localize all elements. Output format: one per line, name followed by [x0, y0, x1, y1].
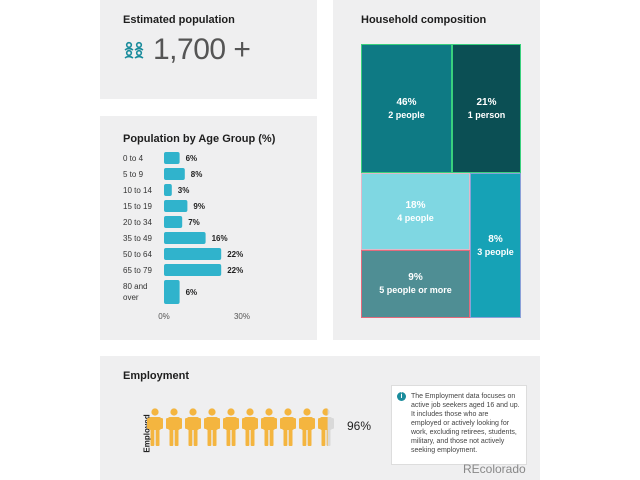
treemap-tile: 9% 5 people or more — [361, 250, 470, 318]
employment-pictogram — [147, 408, 334, 446]
treemap-tile-percent: 21% — [476, 96, 497, 108]
treemap-tile-percent: 9% — [408, 272, 423, 283]
treemap-tile-label: 4 people — [397, 212, 434, 223]
age-bar-chart: 0 to 4 6% 5 to 9 8% 10 to 14 3% 15 to 19 9% 20 t… — [123, 152, 250, 321]
age-category-label: 0 to 4 — [123, 154, 144, 163]
age-chart-card: Population by Age Group (%) 0 to 4 6% 5 to… — [100, 116, 317, 340]
age-value-label: 3% — [178, 186, 190, 195]
treemap-tile: 46% 2 people — [361, 44, 452, 173]
treemap-tile: 8% 3 people — [470, 173, 521, 318]
age-chart-title: Population by Age Group (%) — [123, 133, 276, 145]
employment-value: 96% — [347, 419, 372, 433]
age-bar — [164, 280, 180, 304]
age-category-label: over — [123, 293, 139, 302]
age-bar — [164, 232, 206, 244]
age-value-label: 22% — [227, 250, 243, 259]
employment-note-text: The Employment data focuses on active jo… — [411, 393, 520, 454]
age-category-label: 5 to 9 — [123, 170, 144, 179]
treemap-tile-percent: 18% — [405, 199, 426, 211]
age-value-label: 9% — [193, 202, 205, 211]
age-category-label: 50 to 64 — [123, 250, 152, 259]
person-icon — [185, 408, 201, 446]
age-category-label: 15 to 19 — [123, 202, 152, 211]
population-title: Estimated population — [123, 14, 235, 26]
treemap-tile-label: 5 people or more — [379, 285, 452, 295]
age-value-label: 16% — [212, 234, 228, 243]
person-icon — [280, 408, 296, 446]
person-icon — [299, 408, 315, 446]
age-bar — [164, 216, 183, 228]
employment-card: Employment Employed 96% i The Employment… — [100, 356, 540, 480]
age-category-label: 35 to 49 — [123, 234, 152, 243]
household-treemap: 46% 2 people 21% 1 person 18% 4 people 8% 3 peo… — [361, 44, 521, 318]
age-value-label: 22% — [227, 266, 243, 275]
age-x-tick: 30% — [234, 312, 250, 321]
population-value: 1,700 + — [153, 33, 251, 66]
person-icon — [147, 408, 163, 446]
age-bar — [164, 248, 222, 260]
person-icon — [242, 408, 258, 446]
age-value-label: 7% — [188, 218, 200, 227]
person-icon — [318, 408, 334, 446]
employment-note: i The Employment data focuses on active … — [391, 385, 527, 465]
household-card: Household composition 46% 2 people 21% 1 pe… — [333, 0, 540, 340]
treemap-tile-label: 1 person — [467, 109, 506, 120]
person-icon — [261, 408, 277, 446]
person-icon — [223, 408, 239, 446]
age-category-label: 20 to 34 — [123, 218, 152, 227]
population-card: Estimated population 1,700 + — [100, 0, 317, 99]
age-value-label: 6% — [186, 288, 198, 297]
info-icon: i — [397, 392, 406, 401]
age-bar — [164, 200, 188, 212]
age-bar — [164, 264, 222, 276]
watermark: REcolorado — [463, 462, 526, 476]
age-bar — [164, 168, 185, 180]
person-icon — [204, 408, 220, 446]
treemap-tile-label: 2 people — [388, 109, 425, 120]
household-title: Household composition — [361, 14, 487, 26]
treemap-tile-label: 3 people — [477, 246, 514, 257]
age-value-label: 6% — [186, 154, 198, 163]
people-group-icon — [124, 41, 144, 59]
age-x-tick: 0% — [158, 312, 170, 321]
person-icon — [166, 408, 182, 446]
age-category-label: 80 and — [123, 282, 147, 291]
age-category-label: 10 to 14 — [123, 186, 152, 195]
population-row: 1,700 + — [123, 33, 251, 67]
treemap-tile: 18% 4 people — [361, 173, 470, 250]
employment-title: Employment — [123, 370, 190, 382]
age-bar — [164, 152, 180, 164]
age-value-label: 8% — [191, 170, 203, 179]
treemap-tile: 21% 1 person — [452, 44, 521, 173]
treemap-tile-percent: 8% — [488, 233, 503, 245]
age-category-label: 65 to 79 — [123, 266, 152, 275]
age-bar — [164, 184, 172, 196]
treemap-tile-percent: 46% — [396, 96, 417, 108]
